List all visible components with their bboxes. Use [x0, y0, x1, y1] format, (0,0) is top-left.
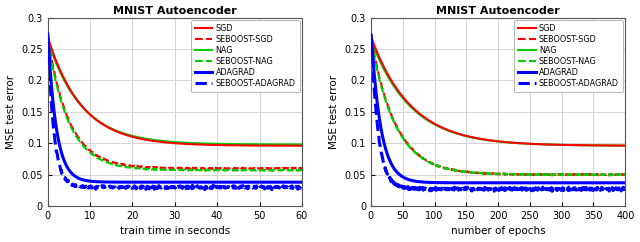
- X-axis label: train time in seconds: train time in seconds: [120, 227, 230, 236]
- Y-axis label: MSE test error: MSE test error: [329, 75, 339, 149]
- Legend: SGD, SEBOOST-SGD, NAG, SEBOOST-NAG, ADAGRAD, SEBOOST-ADAGRAD: SGD, SEBOOST-SGD, NAG, SEBOOST-NAG, ADAG…: [514, 20, 623, 92]
- X-axis label: number of epochs: number of epochs: [451, 227, 545, 236]
- Legend: SGD, SEBOOST-SGD, NAG, SEBOOST-NAG, ADAGRAD, SEBOOST-ADAGRAD: SGD, SEBOOST-SGD, NAG, SEBOOST-NAG, ADAG…: [191, 20, 300, 92]
- Title: MNIST Autoencoder: MNIST Autoencoder: [113, 6, 237, 15]
- Y-axis label: MSE test error: MSE test error: [6, 75, 15, 149]
- Title: MNIST Autoencoder: MNIST Autoencoder: [436, 6, 560, 15]
